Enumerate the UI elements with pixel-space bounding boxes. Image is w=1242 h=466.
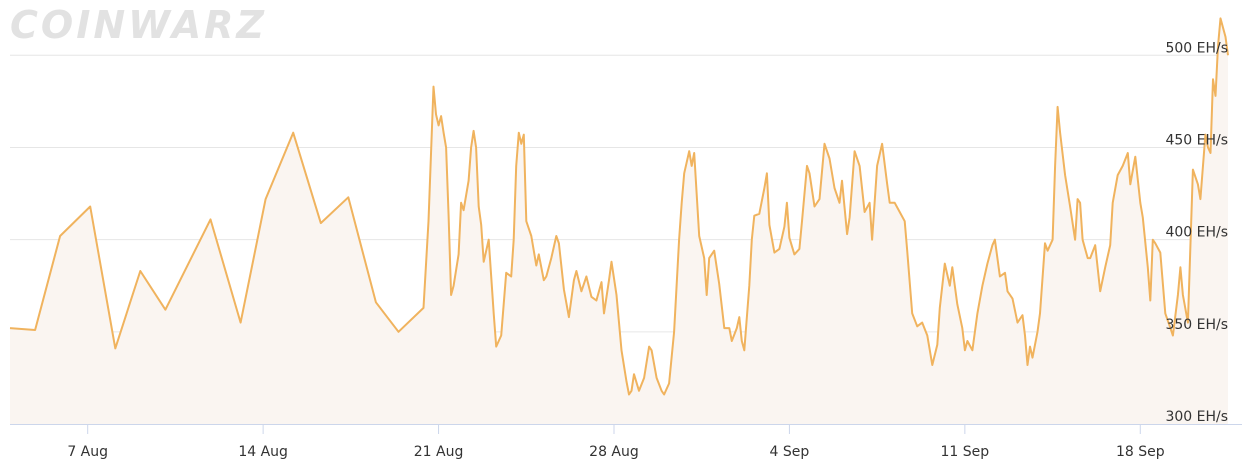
y-tick-label: 350 EH/s bbox=[1165, 317, 1228, 333]
y-tick-label: 450 EH/s bbox=[1165, 132, 1228, 148]
x-tick-label: 4 Sep bbox=[770, 444, 810, 460]
hashrate-area-fill bbox=[10, 18, 1228, 425]
coinwarz-watermark: COINWARZ bbox=[10, 3, 267, 47]
y-tick-label: 500 EH/s bbox=[1165, 40, 1228, 56]
x-tick-label: 18 Sep bbox=[1116, 444, 1165, 460]
y-axis-ticks: 300 EH/s 350 EH/s 400 EH/s 450 EH/s 500 EH/s bbox=[1165, 40, 1228, 425]
y-tick-label: 400 EH/s bbox=[1165, 225, 1228, 241]
hashrate-series-line bbox=[9, 17, 1229, 396]
x-tick-label: 14 Aug bbox=[238, 444, 288, 460]
x-tick-label: 7 Aug bbox=[67, 444, 108, 460]
x-tick-label: 11 Sep bbox=[941, 444, 990, 460]
x-tick-label: 21 Aug bbox=[414, 444, 464, 460]
x-axis-ticks: 7 Aug 14 Aug 21 Aug 28 Aug 4 Sep 11 Sep 18 Sep bbox=[67, 424, 1165, 460]
x-tick-label: 28 Aug bbox=[589, 444, 639, 460]
y-tick-label: 300 EH/s bbox=[1165, 409, 1228, 425]
